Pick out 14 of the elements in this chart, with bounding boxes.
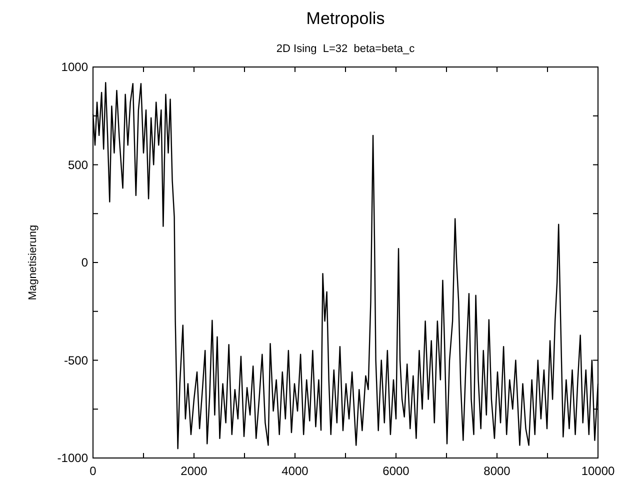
chart-title: Metropolis bbox=[306, 9, 385, 28]
y-axis-title: Magnetisierung bbox=[27, 224, 39, 300]
y-tick-label: 0 bbox=[81, 256, 88, 270]
x-tick-label: 8000 bbox=[484, 464, 511, 478]
x-tick-label: 0 bbox=[90, 464, 97, 478]
x-tick-label: 6000 bbox=[382, 464, 410, 478]
x-tick-label: 2000 bbox=[180, 464, 208, 478]
x-tick-label: 10000 bbox=[581, 464, 616, 478]
y-tick-label: 1000 bbox=[61, 60, 88, 74]
chart-subtitle: 2D Ising L=32 beta=beta_c bbox=[276, 43, 416, 55]
x-tick-label: 4000 bbox=[282, 464, 309, 478]
y-tick-label: 500 bbox=[68, 158, 88, 172]
y-tick-label: -1000 bbox=[57, 451, 88, 465]
y-tick-label: -500 bbox=[64, 353, 88, 368]
